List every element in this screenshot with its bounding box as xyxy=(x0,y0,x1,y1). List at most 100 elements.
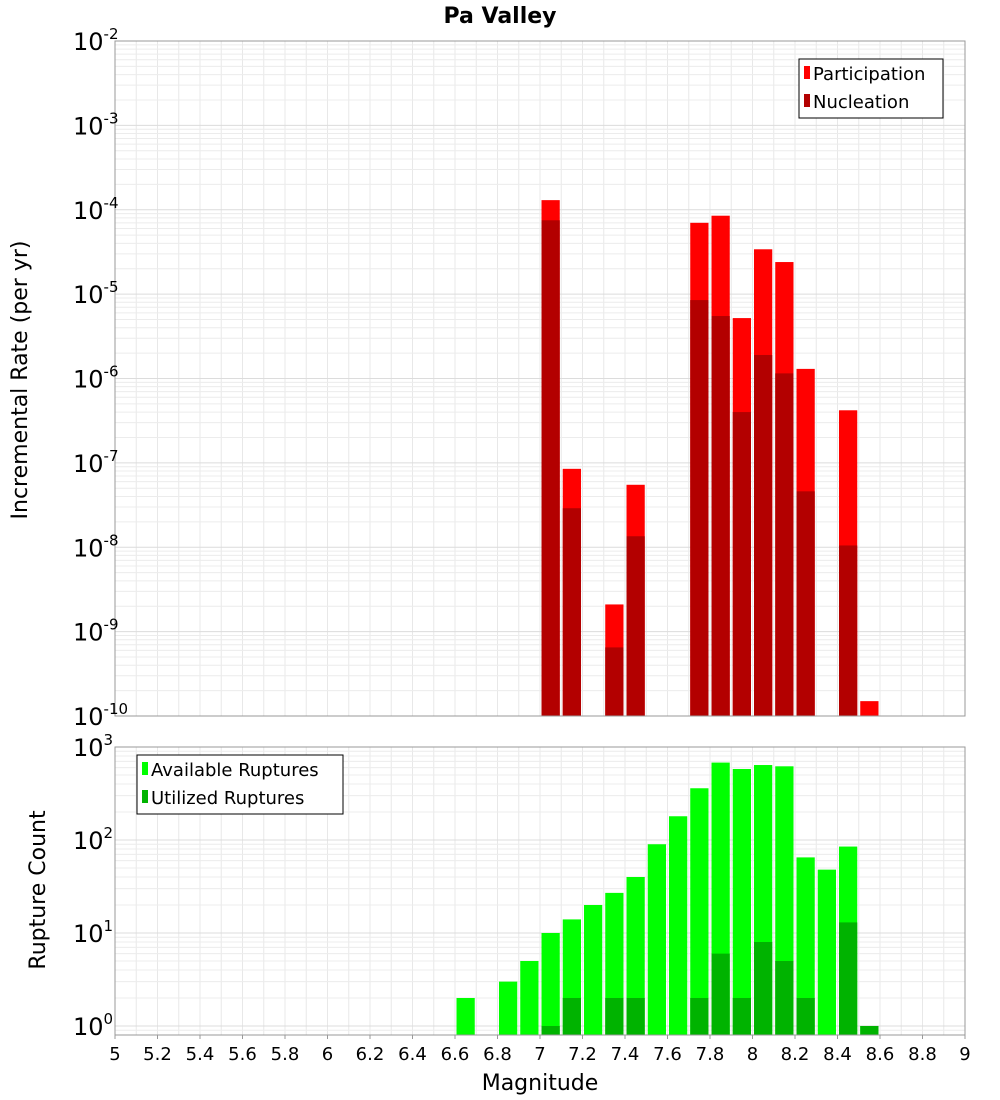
legend: Available Ruptures Utilized Ruptures xyxy=(136,754,344,815)
bar xyxy=(690,997,709,1035)
bar xyxy=(775,960,794,1035)
bar xyxy=(690,788,709,1035)
y-tick-exponent: -8 xyxy=(104,531,119,549)
bar xyxy=(626,997,645,1035)
bar xyxy=(839,545,858,716)
bar xyxy=(690,300,709,716)
legend-box xyxy=(798,58,944,119)
x-tick-label: 6.8 xyxy=(483,1044,512,1065)
y-tick-base: 10 xyxy=(73,197,104,225)
bar xyxy=(669,816,688,1035)
series-available-ruptures xyxy=(456,762,879,1035)
y-tick-base: 10 xyxy=(73,534,104,562)
y-tick-exponent: -9 xyxy=(104,616,119,634)
bar xyxy=(499,981,518,1035)
y-tick-exponent: 0 xyxy=(104,1010,114,1028)
x-tick-labels: 5 5.2 5.4 5.6 5.8 6 6.2 6.4 6.6 6.8 7 7.2 7.4 7.6 7.8 8… xyxy=(109,1035,971,1065)
x-tick-label: 7.8 xyxy=(696,1044,725,1065)
bar xyxy=(796,491,815,716)
y-tick-base: 10 xyxy=(73,1013,104,1041)
legend-swatch xyxy=(142,762,148,775)
y-tick-label: 10-4 xyxy=(73,194,119,225)
bar xyxy=(456,997,475,1035)
x-tick-label: 8.8 xyxy=(908,1044,937,1065)
bar xyxy=(626,536,645,716)
bar xyxy=(541,1025,560,1035)
y-tick-base: 10 xyxy=(73,112,104,140)
legend-swatch xyxy=(804,66,810,79)
y-tick-exponent: -3 xyxy=(104,109,119,127)
bar xyxy=(584,904,603,1035)
grid xyxy=(114,40,966,717)
y-tick-exponent: 2 xyxy=(104,824,114,842)
legend-label: Participation xyxy=(813,64,925,85)
x-tick-label: 5.6 xyxy=(228,1044,257,1065)
x-tick-label: 8.6 xyxy=(866,1044,895,1065)
bar xyxy=(562,508,581,716)
x-tick-label: 7.2 xyxy=(568,1044,597,1065)
y-tick-base: 10 xyxy=(73,28,104,56)
x-tick-label: 6 xyxy=(322,1044,333,1065)
y-tick-base: 10 xyxy=(73,366,104,394)
bar xyxy=(775,373,794,716)
bar xyxy=(626,877,645,1035)
y-tick-base: 10 xyxy=(73,281,104,309)
y-tick-label: 10-5 xyxy=(73,278,119,309)
bar xyxy=(711,953,730,1035)
legend-label: Available Ruptures xyxy=(151,760,319,781)
x-tick-label: 8.4 xyxy=(823,1044,852,1065)
legend-swatch xyxy=(804,94,810,107)
bar xyxy=(796,857,815,1035)
bar xyxy=(732,412,751,716)
y-tick-base: 10 xyxy=(73,619,104,647)
bar xyxy=(605,647,624,716)
bar xyxy=(647,844,666,1035)
y-tick-exponent: -7 xyxy=(104,447,119,465)
legend-box xyxy=(136,754,344,815)
x-tick-label: 9 xyxy=(959,1044,970,1065)
x-tick-label: 8.2 xyxy=(781,1044,810,1065)
bar xyxy=(520,960,539,1035)
y-tick-label: 10-3 xyxy=(73,109,119,140)
y-tick-label: 10-8 xyxy=(73,531,119,562)
y-tick-label: 10-10 xyxy=(73,700,128,731)
x-tick-label: 5.2 xyxy=(143,1044,172,1065)
legend-swatch xyxy=(142,790,148,803)
x-tick-label: 7.4 xyxy=(611,1044,640,1065)
x-axis-title: Magnitude xyxy=(482,1071,599,1096)
x-tick-label: 7 xyxy=(534,1044,545,1065)
bar xyxy=(605,997,624,1035)
x-tick-label: 6.4 xyxy=(398,1044,427,1065)
y-tick-base: 10 xyxy=(73,827,104,855)
y-tick-exponent: -10 xyxy=(104,700,129,718)
x-tick-label: 6.6 xyxy=(441,1044,470,1065)
series-nucleation xyxy=(541,220,858,717)
y-tick-base: 10 xyxy=(73,734,104,762)
bar xyxy=(860,1025,879,1035)
bar xyxy=(860,701,879,716)
bar xyxy=(796,997,815,1035)
y-tick-exponent: -6 xyxy=(104,363,119,381)
bar xyxy=(754,942,773,1035)
legend-label: Nucleation xyxy=(813,92,909,113)
y-tick-label: 102 xyxy=(73,824,113,855)
y-tick-base: 10 xyxy=(73,920,104,948)
y-tick-exponent: -5 xyxy=(104,278,119,296)
bar xyxy=(541,220,560,717)
plot-frame xyxy=(114,40,966,717)
bar xyxy=(817,869,836,1035)
x-tick-label: 8 xyxy=(747,1044,758,1065)
legend: Participation Nucleation xyxy=(798,58,944,119)
top-y-axis-title: Incremental Rate (per yr) xyxy=(8,241,33,520)
bar xyxy=(732,997,751,1035)
x-tick-label: 6.2 xyxy=(356,1044,385,1065)
bar xyxy=(754,354,773,716)
x-tick-label: 5 xyxy=(109,1044,120,1065)
y-tick-label: 10-9 xyxy=(73,616,119,647)
bar xyxy=(732,769,751,1035)
bar xyxy=(541,932,560,1035)
y-tick-base: 10 xyxy=(73,450,104,478)
y-tick-label: 10-2 xyxy=(73,25,119,56)
